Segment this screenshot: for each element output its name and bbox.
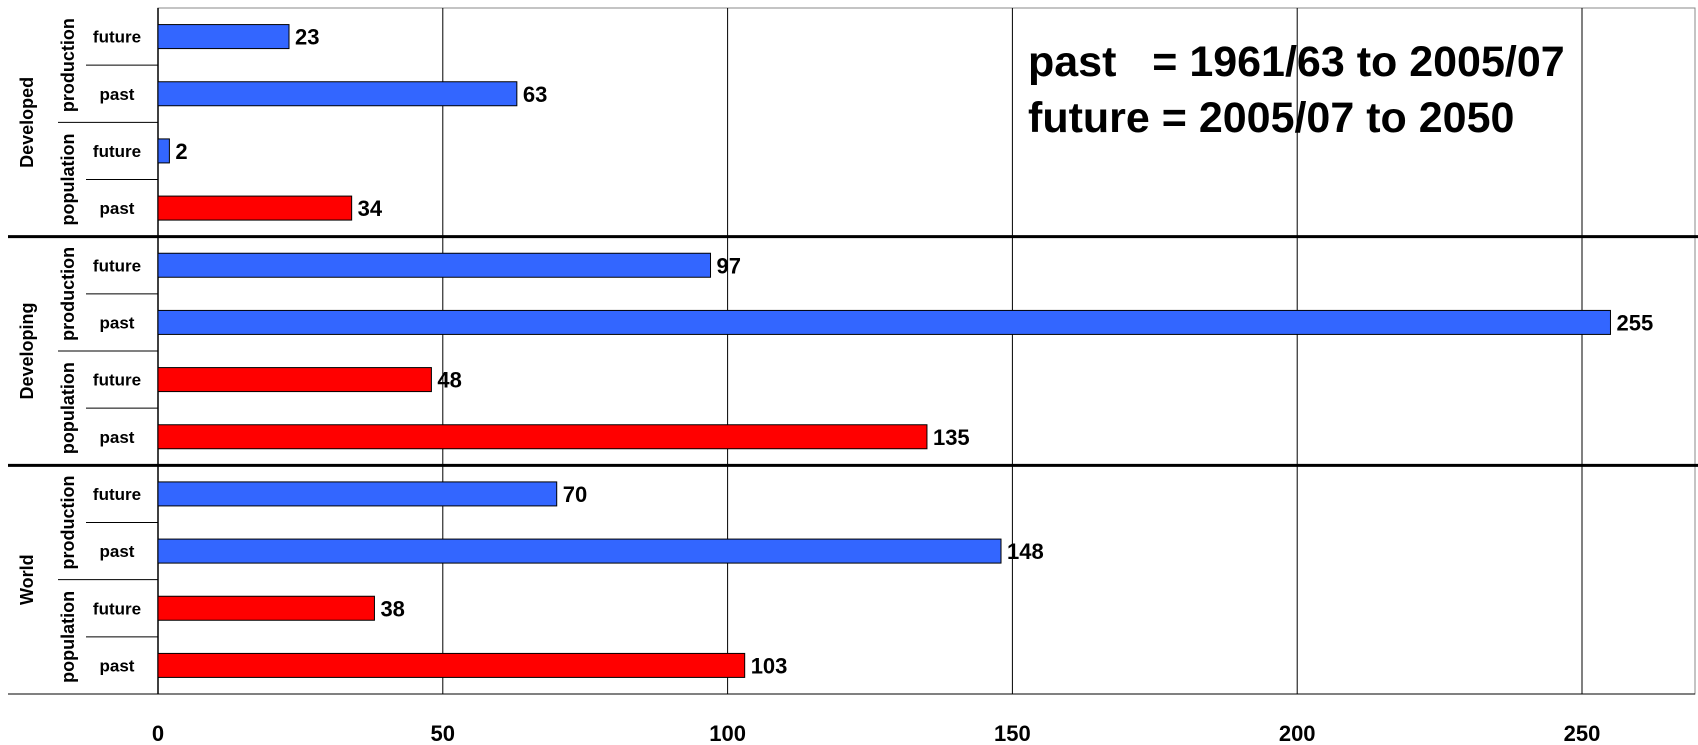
x-tick-label: 100 [709, 721, 746, 745]
row-label: past [100, 313, 135, 332]
bar [157, 81, 518, 107]
row-label: future [93, 485, 141, 504]
bar [157, 538, 1002, 564]
bar [157, 309, 1611, 335]
bar-value-label: 148 [1007, 539, 1044, 564]
bar [157, 252, 712, 278]
subgroup-label: population [58, 362, 78, 454]
row-label: future [93, 371, 141, 390]
bar [157, 367, 432, 393]
subgroup-label: production [58, 18, 78, 112]
plot-area [157, 7, 1696, 695]
bar [157, 481, 558, 507]
period-future-definition: future = 2005/07 to 2050 [1028, 94, 1515, 142]
subgroup-label: population [58, 134, 78, 226]
bar-value-label: 38 [380, 596, 404, 621]
row-label: past [100, 199, 135, 218]
period-definitions: past = 1961/63 to 2005/07 future = 2005/0… [1028, 34, 1565, 146]
bar-value-label: 255 [1616, 310, 1653, 335]
subgroup-label: production [58, 476, 78, 570]
bar [157, 424, 928, 450]
bar-value-label: 34 [358, 196, 383, 221]
bar-value-label: 70 [563, 482, 587, 507]
bar [157, 652, 746, 678]
bar-value-label: 63 [523, 82, 547, 107]
x-tick-label: 50 [431, 721, 455, 745]
bar [157, 138, 170, 164]
group-label: Developing [17, 302, 37, 399]
bar-value-label: 23 [295, 25, 319, 50]
x-tick-label: 250 [1564, 721, 1601, 745]
period-past-definition: past = 1961/63 to 2005/07 [1028, 38, 1565, 86]
group-label: World [17, 554, 37, 605]
row-label: future [93, 599, 141, 618]
bar [157, 24, 290, 50]
bar-value-label: 2 [175, 139, 187, 164]
bar-value-label: 103 [751, 653, 788, 678]
bar-value-label: 97 [717, 253, 741, 278]
bar-value-label: 48 [437, 368, 461, 393]
x-tick-label: 200 [1279, 721, 1316, 745]
row-label: past [100, 656, 135, 675]
x-tick-label: 0 [152, 721, 164, 745]
subgroup-label: population [58, 591, 78, 683]
subgroup-label: production [58, 247, 78, 341]
row-label: past [100, 85, 135, 104]
x-tick-label: 150 [994, 721, 1031, 745]
group-label: Developed [17, 77, 37, 168]
row-label: past [100, 542, 135, 561]
bar [157, 195, 353, 221]
row-label: past [100, 428, 135, 447]
row-label: future [93, 142, 141, 161]
bar [157, 595, 375, 621]
row-label: future [93, 28, 141, 47]
bar-value-label: 135 [933, 425, 970, 450]
row-label: future [93, 256, 141, 275]
